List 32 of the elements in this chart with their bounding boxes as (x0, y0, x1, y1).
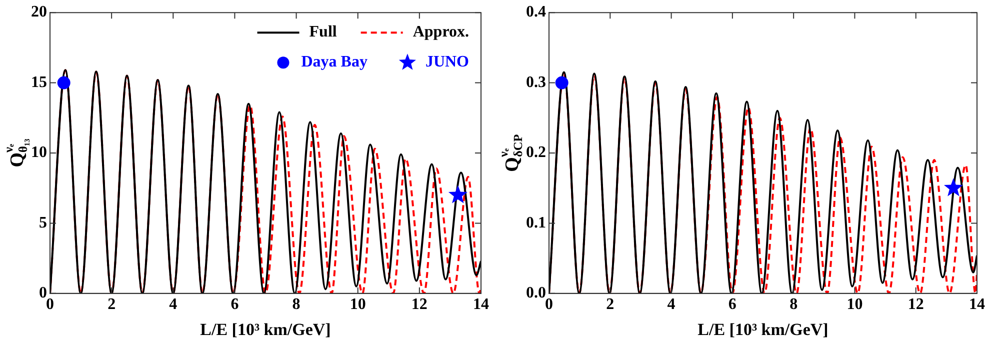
legend-label: JUNO (425, 54, 470, 71)
x-tick-label: 12 (411, 296, 428, 314)
x-tick-label: 6 (230, 296, 239, 314)
x-tick-label: 14 (473, 296, 489, 314)
x-tick-label: 14 (969, 296, 985, 314)
x-tick-label: 8 (790, 296, 798, 314)
x-axis-title: L/E [10³ km/GeV] (698, 320, 828, 340)
x-tick-label: 12 (908, 296, 924, 314)
x-tick-label: 4 (169, 296, 178, 314)
y-tick-label: 10 (31, 144, 47, 162)
y-tick-label: 0.4 (526, 4, 546, 21)
x-tick-label: 6 (728, 296, 736, 314)
y-tick-label: 5 (39, 214, 47, 232)
y-tick-label: 0.2 (526, 144, 546, 162)
y-tick-label: 0.1 (526, 214, 546, 232)
x-tick-label: 2 (606, 296, 614, 314)
y-axis-title: QνₑδCP (496, 134, 525, 172)
x-tick-label: 10 (846, 296, 863, 314)
legend-label: Approx. (412, 24, 470, 41)
y-tick-label: 20 (31, 4, 47, 21)
x-tick-label: 8 (292, 296, 300, 314)
y-tick-label: 0.3 (526, 74, 546, 91)
x-tick-label: 10 (350, 296, 366, 314)
y-tick-label: 0.0 (526, 284, 546, 302)
y-axis-title: Qνₑθ₁₃ (2, 138, 30, 168)
x-axis-title: L/E [10³ km/GeV] (200, 320, 331, 340)
x-tick-label: 4 (667, 296, 676, 314)
x-tick-label: 2 (108, 296, 116, 314)
legend-label: Full (309, 24, 338, 41)
legend-label: Daya Bay (301, 54, 368, 71)
y-tick-label: 15 (31, 74, 47, 91)
y-tick-label: 0 (39, 284, 47, 302)
